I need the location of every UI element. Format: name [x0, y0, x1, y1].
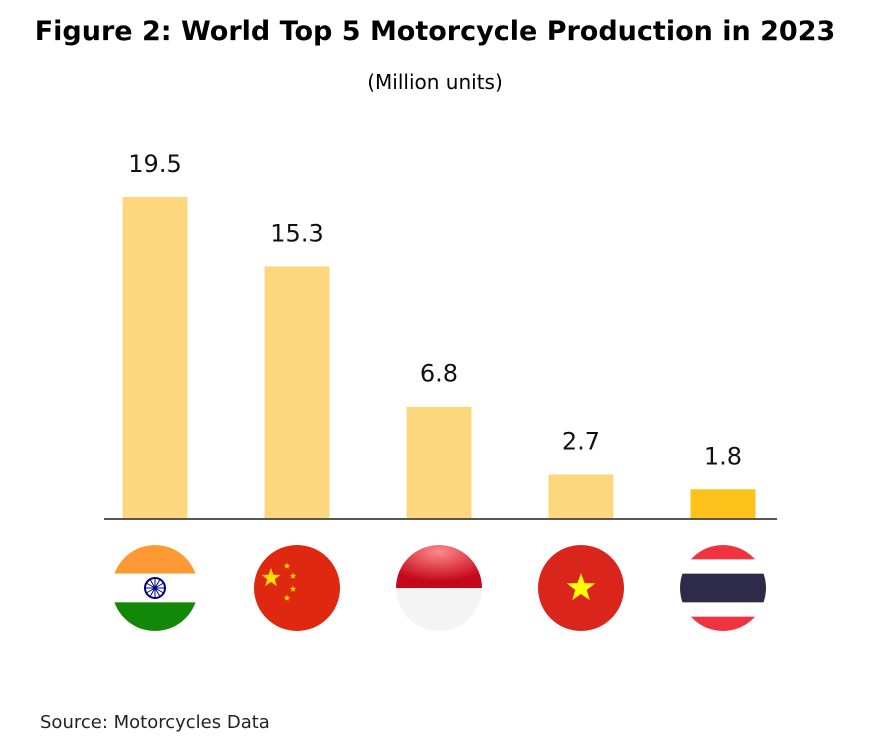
bar: [690, 489, 756, 519]
bar: [406, 406, 472, 519]
bar-chart: 19.5 15.3 6.8 2.7 1.8: [104, 150, 777, 631]
data-label: 2.7: [562, 427, 600, 455]
data-label: 15.3: [270, 219, 323, 247]
bar: [548, 474, 614, 519]
vietnam-flag-icon: [538, 545, 624, 631]
india-flag-icon: [112, 545, 198, 631]
china-flag-icon: [254, 545, 340, 631]
indonesia-flag-icon: [396, 545, 482, 631]
chart-title: Figure 2: World Top 5 Motorcycle Product…: [34, 16, 836, 47]
chart-subtitle: (Million units): [367, 70, 503, 94]
bar: [122, 197, 188, 519]
bar: [264, 266, 330, 519]
data-label: 19.5: [128, 150, 181, 178]
thailand-flag-icon: [680, 545, 766, 631]
data-label: 6.8: [420, 360, 458, 388]
data-label: 1.8: [704, 442, 742, 470]
source-note: Source: Motorcycles Data: [40, 712, 270, 733]
